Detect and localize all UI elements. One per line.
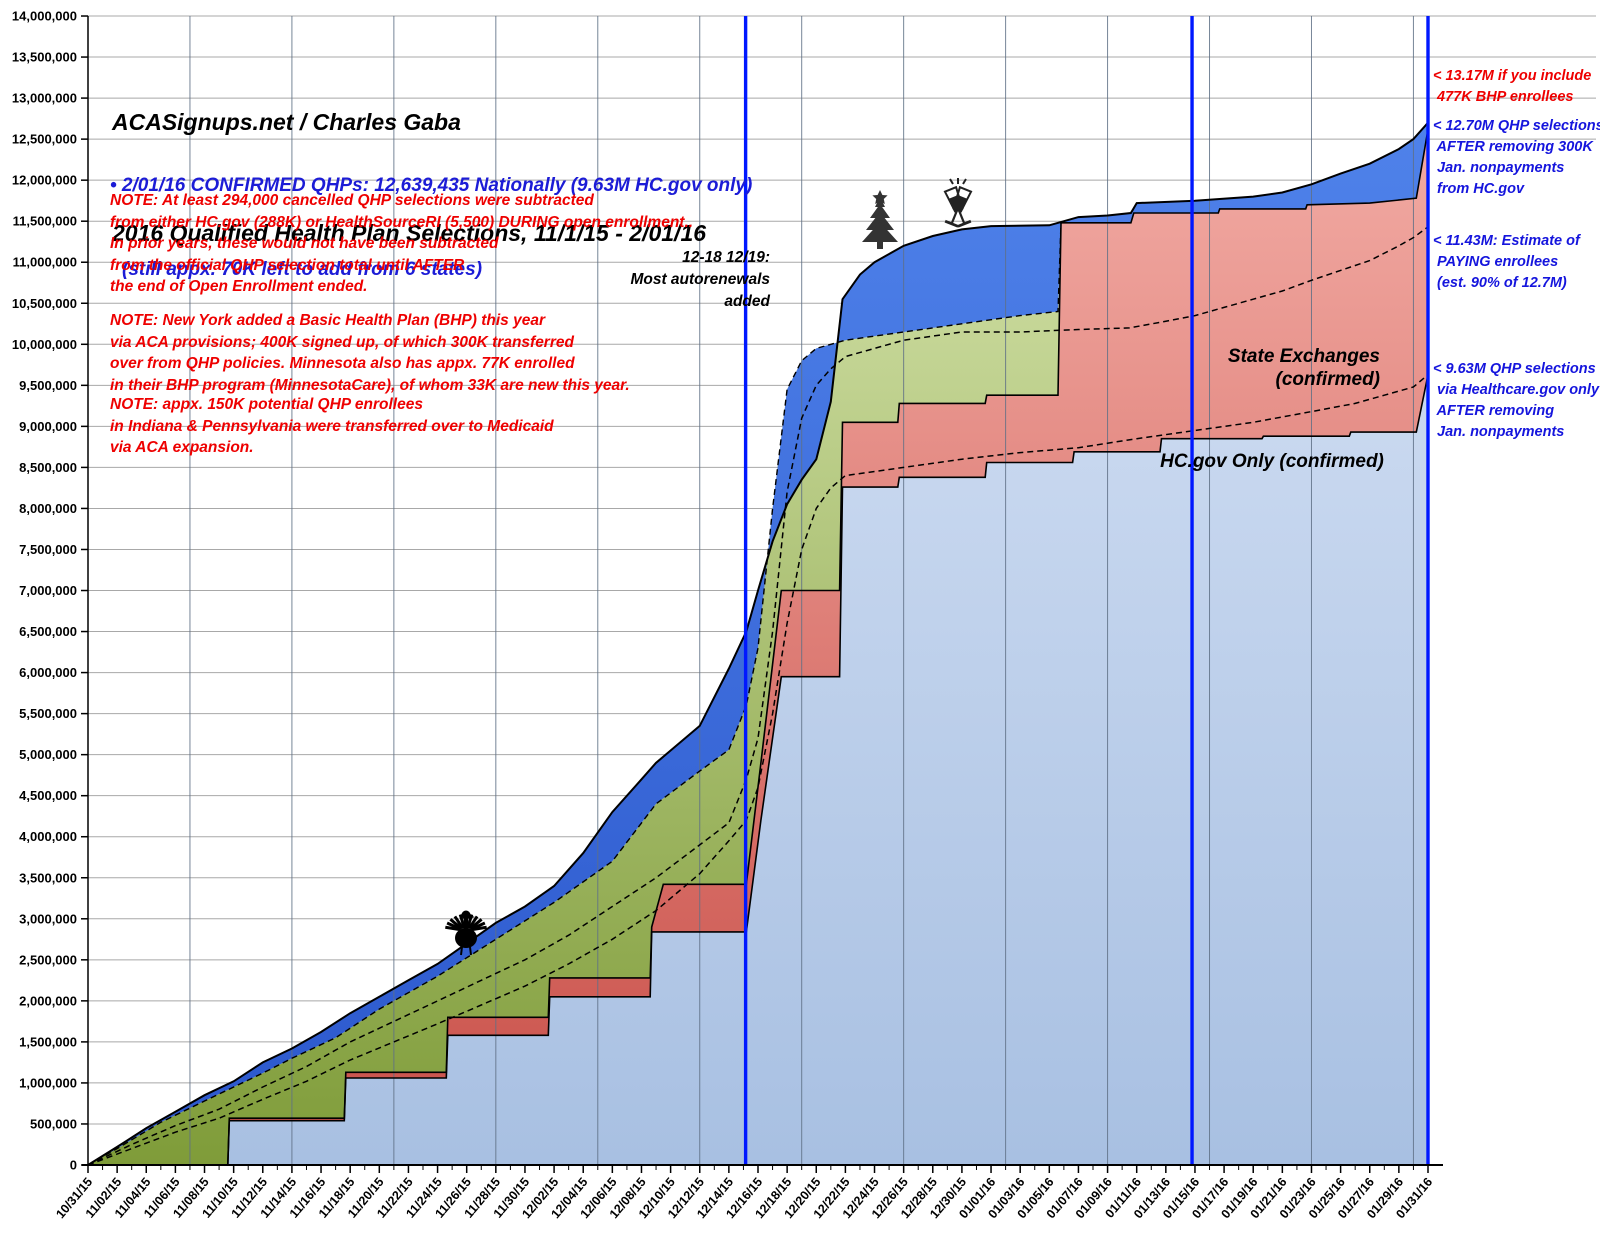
autorenewals-annotation: 12-18 12/19: Most autorenewals added bbox=[630, 249, 770, 310]
y-tick-label: 8,500,000 bbox=[19, 460, 77, 475]
note-block: NOTE: appx. 150K potential QHP enrollees… bbox=[110, 396, 554, 456]
right-annotation-1: < 12.70M QHP selections AFTER removing 3… bbox=[1433, 118, 1600, 197]
y-tick-label: 3,000,000 bbox=[19, 911, 77, 926]
area-estimated bbox=[88, 222, 1061, 1166]
y-tick-label: 12,500,000 bbox=[12, 132, 77, 147]
right-annotation-0: < 13.17M if you include 477K BHP enrolle… bbox=[1433, 68, 1591, 105]
area-state-exchanges bbox=[88, 129, 1428, 1165]
note-block: NOTE: At least 294,000 cancelled QHP sel… bbox=[110, 192, 694, 295]
estimate-dashed-lines bbox=[87, 226, 1429, 1166]
series-boundary-lines bbox=[87, 122, 1429, 1166]
holiday-icons bbox=[445, 178, 973, 956]
y-tick-label: 6,000,000 bbox=[19, 665, 77, 680]
y-tick-label: 5,500,000 bbox=[19, 706, 77, 721]
deadline-lines bbox=[743, 16, 1430, 1165]
right-annotation-2: < 11.43M: Estimate of PAYING enrollees (… bbox=[1433, 233, 1582, 291]
thanksgiving-turkey-icon bbox=[445, 910, 487, 956]
y-tick-label: 8,000,000 bbox=[19, 501, 77, 516]
y-tick-label: 11,000,000 bbox=[13, 255, 77, 270]
y-tick-label: 500,000 bbox=[30, 1116, 77, 1131]
hcgov-paying-estimate bbox=[87, 374, 1429, 1166]
y-tick-label: 13,500,000 bbox=[12, 50, 77, 65]
vertical-gridlines bbox=[189, 16, 1414, 1165]
y-tick-label: 1,000,000 bbox=[19, 1075, 77, 1090]
y-tick-label: 7,500,000 bbox=[19, 542, 77, 557]
chart-annotations: < 13.17M if you include 477K BHP enrolle… bbox=[630, 68, 1600, 472]
y-tick-label: 9,500,000 bbox=[19, 378, 77, 393]
y-tick-label: 1,500,000 bbox=[19, 1034, 77, 1049]
christmas-tree-icon bbox=[862, 190, 898, 249]
y-tick-label: 11,500,000 bbox=[13, 214, 77, 229]
y-tick-label: 14,000,000 bbox=[12, 9, 77, 24]
y-tick-label: 4,500,000 bbox=[19, 788, 77, 803]
right-annotation-3: < 9.63M QHP selections via Healthcare.go… bbox=[1433, 361, 1600, 440]
paying-enrollees-estimate bbox=[87, 226, 1429, 1166]
y-tick-label: 0 bbox=[70, 1158, 77, 1173]
area-label-0: State Exchanges (confirmed) bbox=[1228, 346, 1380, 390]
y-tick-label: 4,000,000 bbox=[19, 829, 77, 844]
y-tick-label: 10,500,000 bbox=[12, 296, 77, 311]
y-tick-label: 13,000,000 bbox=[12, 91, 77, 106]
area-label-1: HC.gov Only (confirmed) bbox=[1160, 451, 1384, 472]
y-tick-label: 9,000,000 bbox=[19, 419, 77, 434]
y-tick-label: 12,000,000 bbox=[12, 173, 77, 188]
y-tick-label: 5,000,000 bbox=[19, 747, 77, 762]
y-tick-label: 2,500,000 bbox=[19, 952, 77, 967]
y-tick-label: 7,000,000 bbox=[19, 583, 77, 598]
note-block: NOTE: New York added a Basic Health Plan… bbox=[110, 312, 630, 394]
y-tick-label: 2,000,000 bbox=[19, 993, 77, 1008]
new-years-champagne-icon bbox=[943, 178, 973, 228]
y-tick-label: 10,000,000 bbox=[12, 337, 77, 352]
y-tick-label: 3,500,000 bbox=[19, 870, 77, 885]
y-tick-label: 6,500,000 bbox=[19, 624, 77, 639]
area-hcgov-only bbox=[88, 374, 1428, 1165]
